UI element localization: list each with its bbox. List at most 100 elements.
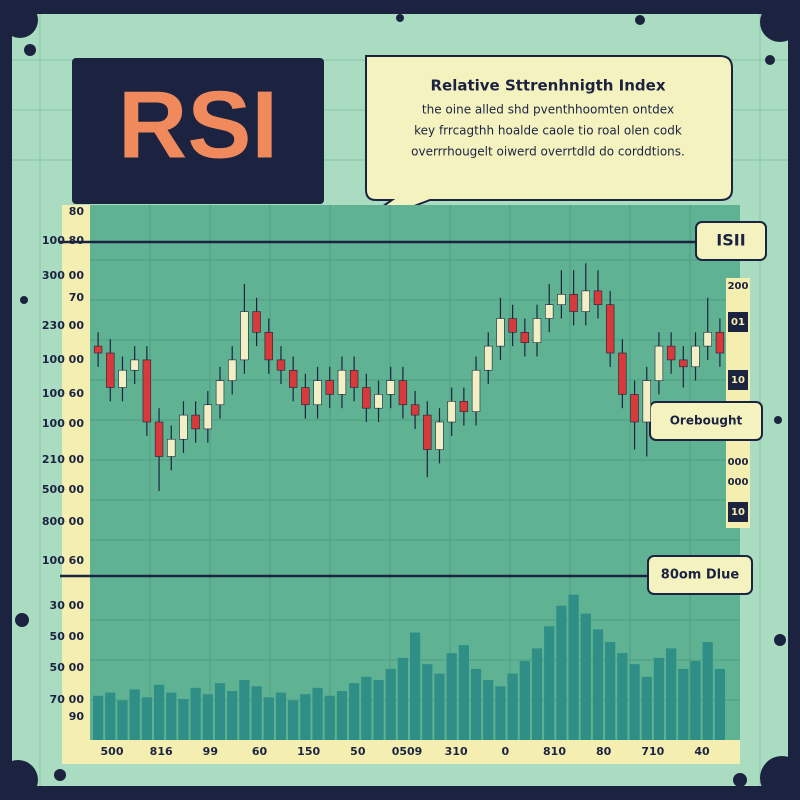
candle-body — [288, 369, 298, 388]
x-tick-label: 500 — [101, 745, 124, 758]
volume-bar — [178, 698, 189, 740]
volume-bar — [117, 700, 128, 740]
candle-body — [715, 331, 725, 354]
chart-title: RSI — [118, 71, 278, 178]
candle-body — [654, 345, 664, 381]
candle-body — [264, 331, 273, 361]
candle-body — [106, 352, 115, 388]
volume-bar — [349, 683, 360, 740]
volume-bar — [605, 642, 616, 740]
x-tick-label: 310 — [445, 745, 468, 758]
candle-body — [423, 414, 432, 450]
volume-bar — [385, 668, 396, 740]
y-tick-label: 300 00 — [42, 269, 84, 282]
candle-body — [154, 421, 164, 457]
volume-bar — [153, 684, 165, 740]
candle-body — [313, 380, 322, 406]
candle-body — [191, 414, 200, 430]
volume-bar — [202, 694, 213, 740]
volume-bar — [214, 683, 226, 740]
x-tick-label: 60 — [252, 745, 268, 758]
volume-bar — [544, 626, 555, 740]
volume-bar — [251, 686, 262, 740]
candle-body — [386, 380, 395, 395]
right-label: 000 — [728, 477, 749, 488]
volume-bar — [495, 686, 506, 740]
candle-body — [349, 369, 359, 388]
volume-bar — [263, 697, 274, 740]
y-tick-label: 30 00 — [50, 599, 85, 612]
callout-bubble — [345, 55, 733, 233]
x-tick-label: 0 — [502, 745, 510, 758]
volume-bar — [556, 605, 567, 740]
x-tick-label: 40 — [694, 745, 710, 758]
candle-body — [167, 438, 176, 457]
candle-body — [666, 345, 676, 361]
volume-bar — [92, 695, 104, 740]
candle-body — [484, 345, 493, 371]
candle-body — [252, 311, 261, 333]
candle-body — [679, 359, 688, 368]
y-tick-label: 100 60 — [42, 554, 84, 567]
volume-bar — [227, 691, 238, 740]
y-tick-label: 100 60 — [42, 387, 84, 400]
x-tick-label: 50 — [350, 745, 366, 758]
tag-box — [647, 555, 753, 595]
volume-bar — [568, 594, 579, 740]
volume-bar — [507, 673, 518, 740]
volume-bar — [666, 648, 677, 740]
volume-bar — [629, 664, 640, 740]
y-tick-label: 210 00 — [42, 453, 84, 466]
y-tick-label: 230 00 — [42, 319, 84, 332]
candle-body — [276, 359, 286, 371]
x-tick-label: 99 — [203, 745, 218, 758]
tag-box — [695, 221, 767, 261]
candle-body — [545, 304, 554, 319]
candle-body — [398, 380, 408, 406]
y-tick-label: 800 00 — [42, 515, 84, 528]
volume-bar — [275, 692, 287, 740]
volume-bar — [458, 645, 469, 740]
candle-body — [410, 404, 420, 416]
x-tick-label: 150 — [297, 745, 320, 758]
y-tick-label: 50 00 — [50, 661, 85, 674]
volume-bar — [617, 653, 628, 740]
volume-bar — [422, 664, 433, 740]
volume-bar — [531, 648, 543, 740]
y-tick-label: 90 — [69, 710, 85, 723]
y-tick-label: 100 00 — [42, 417, 84, 430]
right-label: 01 — [731, 317, 745, 328]
x-tick-label: 80 — [596, 745, 612, 758]
volume-bar — [239, 679, 250, 740]
candle-body — [581, 290, 590, 312]
volume-bar — [702, 642, 713, 740]
volume-bar — [592, 629, 604, 740]
candle-body — [618, 352, 627, 395]
right-label-box — [728, 312, 748, 332]
candle-body — [362, 387, 371, 409]
title-box — [72, 58, 324, 204]
right-label: 000 — [728, 457, 749, 468]
volume-bar — [519, 661, 530, 740]
volume-bar — [397, 657, 409, 740]
x-tick-label: 710 — [641, 745, 664, 758]
volume-bar — [714, 668, 726, 740]
y-tick-label: 100 00 — [42, 353, 84, 366]
candle-body — [447, 400, 456, 423]
candle-body — [557, 294, 566, 306]
volume-bar — [434, 673, 445, 740]
volume-bar — [580, 613, 591, 740]
candle-body — [215, 380, 225, 406]
volume-bar — [409, 632, 421, 740]
volume-bar — [105, 692, 116, 740]
candle-body — [691, 345, 700, 368]
candle-body — [118, 369, 127, 388]
right-label: 200 — [728, 281, 749, 292]
y-tick-label: 70 — [69, 291, 85, 304]
volume-bar — [470, 668, 482, 740]
candle-body — [459, 400, 469, 412]
